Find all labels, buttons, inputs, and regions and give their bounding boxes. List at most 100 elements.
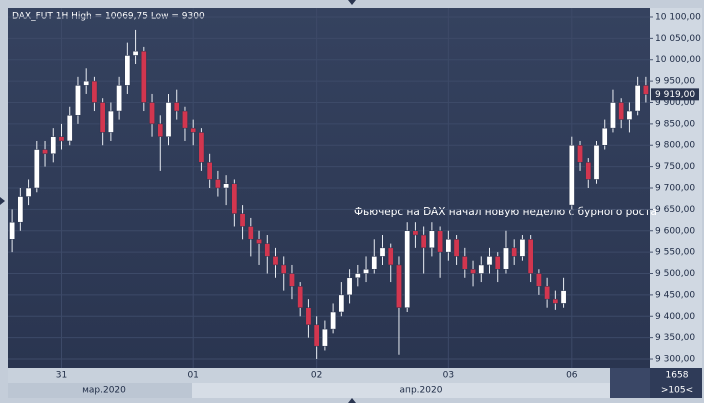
candle-body xyxy=(165,102,172,137)
candle-body xyxy=(231,183,238,214)
scroll-block xyxy=(610,368,650,398)
candle-body xyxy=(124,55,131,86)
y-tick-label: 10 100,00 xyxy=(655,12,701,22)
candle-body xyxy=(25,187,32,197)
y-tick-label: 9 600,00 xyxy=(655,226,695,236)
candle-body xyxy=(544,286,550,300)
candle-body xyxy=(511,247,518,257)
candle-body xyxy=(470,268,476,274)
candle-body xyxy=(297,286,304,308)
y-tick-label: 10 050,00 xyxy=(655,34,701,44)
candle-body xyxy=(33,149,40,189)
candle-body xyxy=(42,149,48,155)
candle-body xyxy=(420,234,427,249)
candle-body xyxy=(396,264,402,308)
candle-body xyxy=(280,264,287,274)
candle-body xyxy=(215,179,221,189)
candle-body xyxy=(643,85,649,95)
candle-body xyxy=(519,239,526,257)
candle-body xyxy=(527,239,534,274)
candle-body xyxy=(313,324,320,347)
candle-body xyxy=(58,136,65,142)
candle-body xyxy=(75,85,81,116)
candle-body xyxy=(190,127,197,133)
candle-body xyxy=(289,273,295,287)
candle-body xyxy=(108,110,114,133)
x-tick-label: 31 xyxy=(56,371,67,381)
scroll-arrow[interactable] xyxy=(348,398,356,403)
candle-body xyxy=(173,102,180,112)
candle-body xyxy=(618,102,625,120)
last-price-box xyxy=(651,88,699,101)
candle-body xyxy=(140,50,147,103)
y-tick-label: 9 650,00 xyxy=(655,205,695,215)
candle-body xyxy=(478,264,485,274)
candle-body xyxy=(354,273,361,279)
corner-label: >105< xyxy=(661,386,693,396)
candle-body xyxy=(379,247,386,257)
candle-body xyxy=(404,230,411,308)
candle-body xyxy=(568,144,575,206)
candle-body xyxy=(206,162,213,180)
candle-body xyxy=(601,127,608,146)
y-tick-label: 9 300,00 xyxy=(655,355,695,365)
x-axis-panel xyxy=(8,368,650,383)
y-tick-label: 9 950,00 xyxy=(655,77,695,87)
last-price-label: 9 919,00 xyxy=(655,90,695,100)
y-tick-label: 9 350,00 xyxy=(655,333,695,343)
month-band xyxy=(192,383,650,398)
candle-body xyxy=(585,162,592,180)
candle-body xyxy=(157,123,164,137)
y-axis-panel xyxy=(650,8,702,368)
month-band xyxy=(8,383,192,398)
candle-body xyxy=(371,256,378,270)
candle-body xyxy=(322,328,328,347)
candle-body xyxy=(50,136,57,155)
candle-body xyxy=(198,132,205,163)
candle-body xyxy=(536,273,542,287)
y-tick-label: 9 400,00 xyxy=(655,312,695,322)
candle-body xyxy=(486,256,493,266)
candle-body xyxy=(9,221,15,240)
x-tick-label: 06 xyxy=(566,371,578,381)
candle-body xyxy=(91,80,98,103)
candle-body xyxy=(223,183,229,189)
candle-body xyxy=(330,311,336,330)
candle-body xyxy=(116,85,122,112)
candle-body xyxy=(305,307,312,326)
x-tick-label: 03 xyxy=(443,371,454,381)
candle-body xyxy=(346,277,353,296)
y-tick-label: 9 500,00 xyxy=(655,269,695,279)
month-label: апр.2020 xyxy=(400,386,443,396)
candle-body xyxy=(132,50,139,56)
candle-body xyxy=(626,110,633,120)
candle-body xyxy=(239,213,246,227)
candle-body xyxy=(264,243,271,257)
candle-body xyxy=(17,196,24,223)
y-tick-label: 10 000,00 xyxy=(655,55,701,65)
candle-body xyxy=(256,239,262,244)
candle-body xyxy=(560,290,567,304)
y-tick-label: 9 750,00 xyxy=(655,162,695,172)
candle-body xyxy=(83,80,90,86)
candle-body xyxy=(247,226,254,240)
candle-body xyxy=(453,239,460,257)
scroll-arrow[interactable] xyxy=(0,197,5,205)
candle-body xyxy=(412,230,419,236)
y-tick-label: 9 900,00 xyxy=(655,98,695,108)
candle-body xyxy=(149,102,155,125)
scroll-arrow[interactable] xyxy=(348,0,356,5)
y-tick-label: 9 700,00 xyxy=(655,184,695,194)
candle-body xyxy=(634,85,641,112)
candle-body xyxy=(387,247,394,266)
y-tick-label: 9 800,00 xyxy=(655,141,695,151)
candle-body xyxy=(503,247,509,270)
candle-body xyxy=(363,268,369,274)
x-tick-label: 02 xyxy=(311,371,322,381)
y-tick-label: 9 550,00 xyxy=(655,248,695,258)
y-tick-label: 9 850,00 xyxy=(655,119,695,129)
candle-body xyxy=(437,230,443,253)
candle-body xyxy=(445,239,452,253)
y-tick-label: 9 450,00 xyxy=(655,290,695,300)
